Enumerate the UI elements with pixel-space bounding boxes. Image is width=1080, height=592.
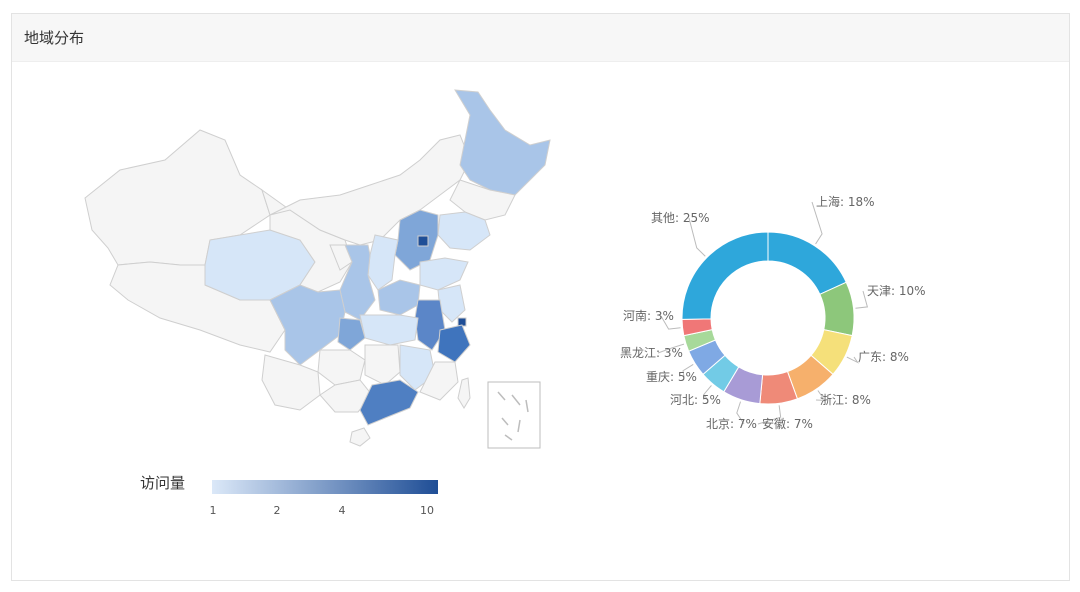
region-heilongjiang[interactable] — [454, 89, 551, 196]
donut-label: 北京: 7% — [706, 417, 757, 431]
map-regions — [84, 89, 551, 447]
legend-tick: 10 — [420, 504, 434, 517]
donut-label: 上海: 18% — [816, 194, 875, 209]
region-taiwan[interactable] — [457, 377, 471, 409]
region-chongqing[interactable] — [337, 317, 366, 351]
region-fujian[interactable] — [419, 361, 459, 401]
donut-leader-line — [855, 290, 869, 309]
donut-leader-line — [660, 315, 681, 330]
region-zhejiang[interactable] — [437, 324, 471, 363]
map-legend: 访问量 1 2 4 10 — [140, 470, 460, 530]
region-ningxia[interactable] — [329, 244, 353, 271]
region-yunnan[interactable] — [261, 354, 321, 411]
donut-label: 黑龙江: 3% — [620, 346, 683, 360]
legend-tick: 4 — [338, 504, 346, 517]
donut-leader-line — [757, 405, 782, 425]
region-guangdong[interactable] — [359, 379, 419, 426]
south-china-sea-inset — [487, 381, 541, 449]
donut-leader-line — [688, 217, 706, 257]
legend-tick: 1 — [209, 504, 217, 517]
donut-label: 重庆: 5% — [646, 370, 697, 384]
donut-slice-10[interactable] — [681, 231, 769, 320]
donut-label: 河北: 5% — [670, 393, 721, 407]
donut-leader-line — [846, 356, 860, 364]
region-hainan[interactable] — [349, 427, 371, 447]
region-liaoning[interactable] — [437, 211, 491, 251]
region-shanghai[interactable] — [457, 317, 467, 327]
legend-gradient-bar — [212, 480, 438, 494]
donut-label: 天津: 10% — [867, 284, 926, 298]
donut-slice-0[interactable] — [767, 231, 847, 295]
donut-leader-line — [703, 385, 712, 401]
region-beijing[interactable] — [417, 235, 429, 247]
region-shaanxi[interactable] — [339, 244, 376, 321]
donut-leader-line — [815, 390, 826, 401]
donut-leader-line — [657, 343, 685, 354]
donut-label: 河南: 3% — [623, 308, 674, 323]
donut-leader-line — [682, 363, 694, 378]
region-hunan[interactable] — [364, 344, 401, 386]
donut-label: 安徽: 7% — [762, 416, 813, 431]
legend-label: 访问量 — [140, 474, 186, 492]
region-jilin[interactable] — [449, 179, 516, 221]
panel-header: 地域分布 — [12, 14, 1069, 62]
legend-tick: 2 — [273, 504, 281, 517]
panel-title: 地域分布 — [24, 29, 85, 47]
donut-leader-line — [811, 201, 823, 245]
donut-label: 其他: 25% — [651, 211, 710, 225]
donut-label: 浙江: 8% — [820, 393, 871, 407]
donut-leader-line — [736, 401, 745, 425]
donut-label: 广东: 8% — [858, 350, 909, 364]
